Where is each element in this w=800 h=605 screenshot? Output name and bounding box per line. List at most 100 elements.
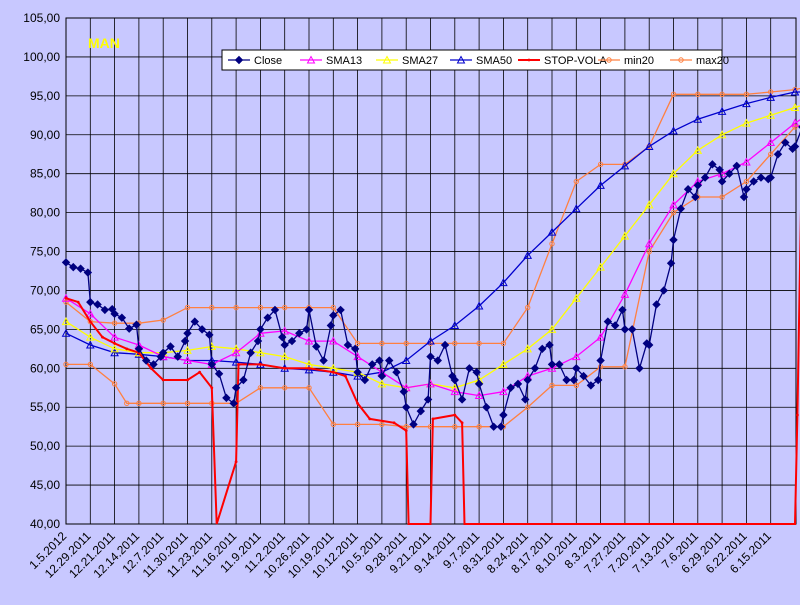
data-point — [781, 138, 790, 147]
data-point — [423, 395, 433, 404]
data-point — [111, 381, 118, 387]
data-point — [207, 360, 217, 369]
data-point — [180, 336, 190, 346]
data-point — [538, 344, 547, 354]
series-line-min20 — [66, 124, 800, 428]
data-point — [263, 313, 272, 322]
data-point — [593, 375, 603, 385]
data-point — [307, 366, 311, 370]
data-point — [450, 383, 460, 392]
data-point — [141, 356, 151, 365]
data-point — [326, 321, 336, 330]
data-point — [256, 325, 265, 334]
y-tick-label: 40,00 — [30, 517, 60, 531]
legend-label: SMA50 — [476, 55, 512, 67]
data-point — [620, 289, 630, 298]
data-point — [742, 185, 751, 194]
data-point — [246, 348, 255, 357]
data-point — [603, 317, 613, 326]
data-point — [666, 259, 676, 268]
data-point — [766, 110, 776, 119]
data-point — [659, 286, 668, 295]
data-point — [312, 342, 321, 351]
data-point — [360, 375, 370, 385]
data-point — [742, 157, 751, 166]
data-point — [354, 421, 361, 428]
data-point — [149, 360, 158, 369]
data-point — [768, 151, 774, 157]
data-point — [644, 340, 654, 350]
data-point — [392, 421, 396, 425]
data-point — [743, 91, 750, 97]
data-point — [431, 417, 435, 421]
data-point — [457, 395, 467, 404]
data-point — [132, 320, 141, 329]
data-point — [336, 305, 345, 315]
data-point — [691, 192, 700, 202]
data-point — [110, 348, 119, 357]
data-point — [474, 379, 484, 389]
data-point — [450, 375, 460, 385]
data-point — [525, 304, 531, 311]
data-point — [198, 370, 202, 374]
data-point — [344, 374, 347, 378]
data-point — [717, 177, 727, 186]
data-point — [460, 421, 464, 425]
data-point — [499, 278, 508, 287]
data-point — [377, 371, 387, 381]
data-point — [725, 169, 734, 178]
data-point — [482, 403, 491, 412]
data-point — [597, 161, 604, 168]
data-point — [302, 325, 311, 334]
data-point — [586, 381, 596, 390]
data-point — [644, 141, 654, 150]
data-point — [465, 364, 474, 373]
data-point — [253, 336, 263, 346]
y-tick-label: 70,00 — [30, 283, 60, 297]
data-point — [635, 364, 644, 373]
data-point — [646, 248, 652, 255]
legend-label: Close — [254, 55, 282, 67]
legend-label: min20 — [624, 55, 654, 67]
data-point — [259, 363, 262, 366]
data-point — [160, 400, 166, 407]
data-point — [530, 364, 540, 373]
data-point — [76, 300, 80, 304]
data-point — [330, 421, 336, 428]
data-point — [234, 460, 238, 464]
data-point — [329, 311, 338, 320]
data-point — [100, 305, 110, 315]
data-point — [239, 375, 248, 385]
data-point — [306, 55, 316, 64]
data-point — [474, 390, 484, 400]
data-point — [85, 340, 95, 349]
data-point — [476, 340, 482, 347]
data-point — [93, 300, 102, 309]
data-point — [693, 114, 703, 123]
data-point — [426, 352, 435, 361]
data-point — [549, 382, 555, 389]
data-point — [125, 347, 129, 351]
data-point — [606, 57, 612, 63]
data-point — [234, 55, 244, 65]
data-point — [110, 309, 119, 319]
data-point — [222, 393, 231, 403]
data-point — [426, 336, 435, 345]
data-point — [85, 309, 95, 318]
data-point — [474, 301, 484, 310]
legend-label: max20 — [696, 55, 729, 67]
data-point — [231, 383, 241, 392]
data-point — [742, 99, 751, 108]
data-point — [343, 340, 353, 350]
data-point — [280, 352, 290, 361]
data-point — [83, 268, 93, 277]
data-point — [579, 371, 588, 381]
data-point — [717, 130, 727, 139]
data-point — [237, 363, 240, 366]
data-point — [256, 328, 265, 337]
data-point — [401, 355, 411, 365]
data-point — [282, 304, 288, 311]
data-point — [401, 403, 411, 412]
data-point — [452, 423, 458, 430]
legend-label: SMA13 — [326, 55, 362, 67]
